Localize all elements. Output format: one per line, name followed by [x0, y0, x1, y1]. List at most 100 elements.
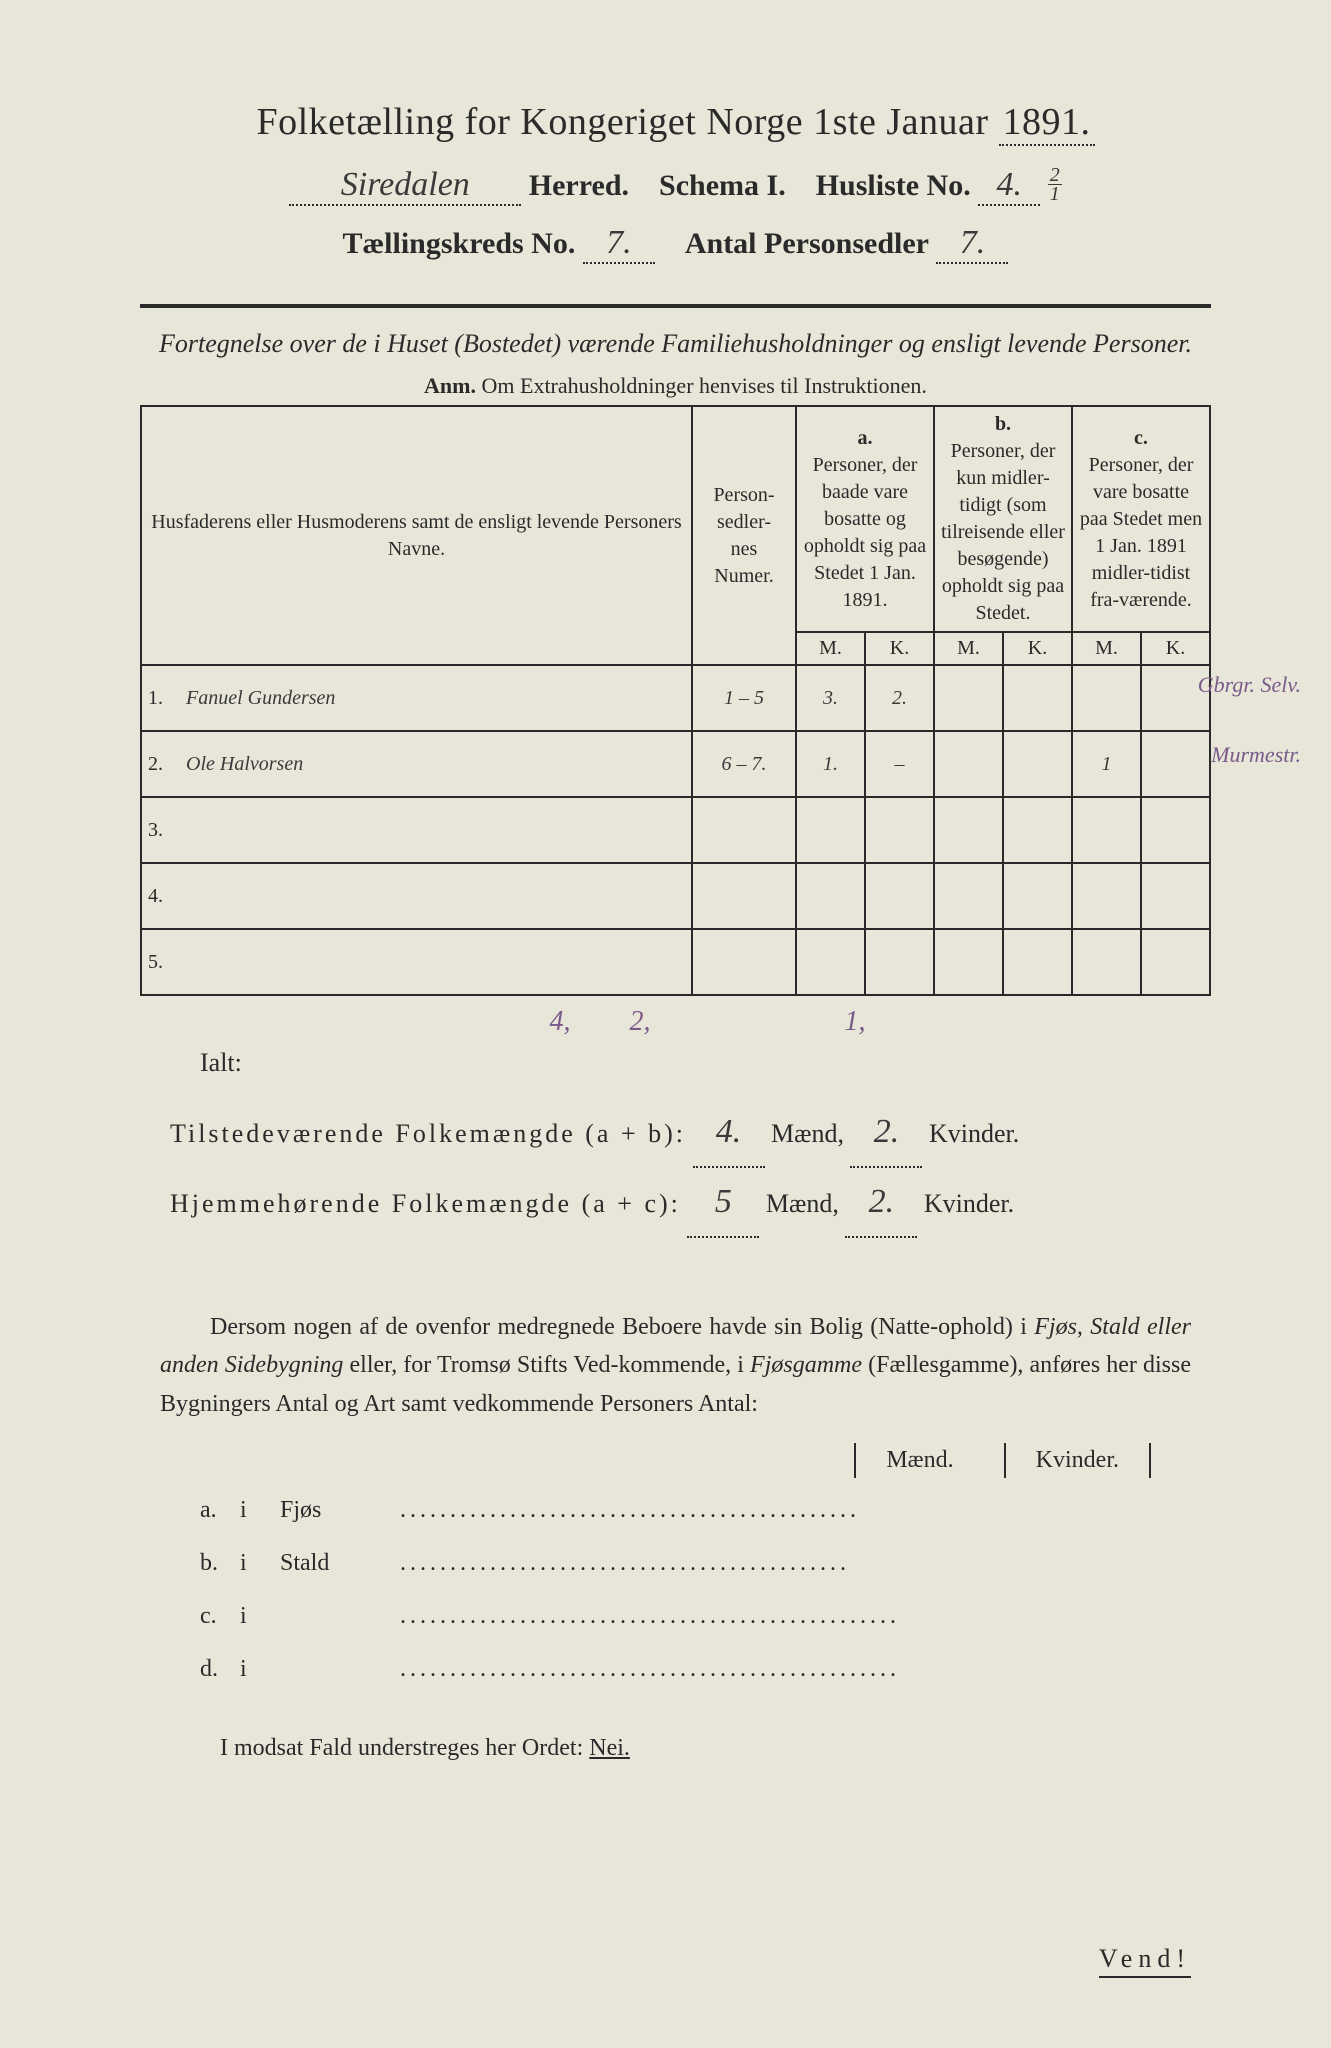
modsat-text: I modsat Fald understreges her Ordet: [220, 1735, 589, 1761]
row-a-k [865, 797, 934, 863]
row-b-k [1003, 863, 1072, 929]
row-number: 1. [141, 665, 180, 731]
fortegnelse-text: Fortegnelse over de i Huset (Bostedet) v… [140, 324, 1211, 363]
sidebyg-label: Stald [280, 1537, 400, 1590]
row-b-m [934, 731, 1003, 797]
sum2-maend: Mænd, [766, 1189, 839, 1218]
sidebyg-kvinder: Kvinder. [1004, 1443, 1151, 1478]
row-a-k [865, 929, 934, 995]
th-a-m: M. [796, 632, 865, 665]
main-title: Folketælling for Kongeriget Norge 1ste J… [140, 100, 1211, 146]
row-b-k [1003, 929, 1072, 995]
schema-label: Schema I. [659, 169, 786, 202]
table-row: 1.Fanuel Gundersen1 – 53.2. [141, 665, 1210, 731]
header-line-3: Tællingskreds No. 7. Antal Personsedler … [140, 224, 1211, 264]
total-bK [750, 1006, 820, 1038]
th-b-m: M. [934, 632, 1003, 665]
total-cK [890, 1006, 950, 1038]
row-b-k [1003, 797, 1072, 863]
sidebyg-list: a.iFjøs.................................… [200, 1484, 1211, 1695]
ialt-label: Ialt: [200, 1048, 1211, 1078]
th-a-k: K. [865, 632, 934, 665]
row-number: 4. [141, 863, 180, 929]
row-name [180, 797, 692, 863]
total-bM [680, 1006, 750, 1038]
row-a-k [865, 863, 934, 929]
sidebyg-row: d.i.....................................… [200, 1643, 1211, 1696]
sum1-m: 4. [693, 1098, 765, 1168]
th-name: Husfaderens eller Husmoderens samt de en… [141, 406, 692, 665]
summary-line-1: Tilstedeværende Folkemængde (a + b): 4. … [170, 1098, 1211, 1168]
vend-label: Vend! [1099, 1944, 1191, 1978]
sidebyg-i: i [240, 1643, 280, 1696]
antal-label: Antal Personsedler [685, 227, 929, 260]
totals-values: 4, 2, 1, [520, 1006, 1211, 1038]
row-c-m [1072, 863, 1141, 929]
row-b-m [934, 797, 1003, 863]
row-number: 3. [141, 797, 180, 863]
anm-label: Anm. [424, 373, 476, 398]
sidebyg-key: a. [200, 1484, 240, 1537]
header-line-2: Siredalen Herred. Schema I. Husliste No.… [140, 166, 1211, 206]
census-form-page: Folketælling for Kongeriget Norge 1ste J… [0, 0, 1331, 2048]
husliste-no: 4. [978, 166, 1040, 206]
col-a-letter: a. [803, 425, 927, 452]
row-b-m [934, 863, 1003, 929]
sidebyg-row: c.i.....................................… [200, 1590, 1211, 1643]
table-row: 4. [141, 863, 1210, 929]
total-cM: 1, [820, 1006, 890, 1038]
sum1-k: 2. [850, 1098, 922, 1168]
row-personsedler [692, 797, 796, 863]
row-a-m [796, 797, 865, 863]
row-a-m [796, 929, 865, 995]
row-name [180, 929, 692, 995]
summary-block: Tilstedeværende Folkemængde (a + b): 4. … [170, 1098, 1211, 1238]
sum2-m: 5 [687, 1168, 759, 1238]
margin-note-2: Murmestr. [1211, 742, 1301, 768]
dersom-t2: eller, for Tromsø Stifts Ved-kommende, i [350, 1352, 751, 1378]
row-c-m [1072, 665, 1141, 731]
row-personsedler: 6 – 7. [692, 731, 796, 797]
row-b-k [1003, 665, 1072, 731]
sidebyg-row: a.iFjøs.................................… [200, 1484, 1211, 1537]
anm-line: Anm. Om Extrahusholdninger henvises til … [140, 373, 1211, 399]
sidebyg-maend: Mænd. [854, 1443, 983, 1478]
row-number: 2. [141, 731, 180, 797]
dersom-em2: Fjøsgamme [750, 1352, 862, 1378]
husliste-fraction: 2 1 [1048, 166, 1062, 203]
row-personsedler [692, 863, 796, 929]
row-b-k [1003, 731, 1072, 797]
th-c: c. Personer, der vare bosatte paa Stedet… [1072, 406, 1210, 632]
col-c-letter: c. [1079, 425, 1203, 452]
row-personsedler [692, 929, 796, 995]
sidebyg-i: i [240, 1590, 280, 1643]
dersom-paragraph: Dersom nogen af de ovenfor medregnede Be… [160, 1308, 1191, 1423]
title-prefix: Folketælling for Kongeriget Norge 1ste J… [256, 101, 988, 143]
husliste-label: Husliste No. [816, 169, 971, 202]
row-c-k [1141, 797, 1210, 863]
col-c-text: Personer, der vare bosatte paa Stedet me… [1079, 452, 1203, 614]
row-name [180, 863, 692, 929]
kreds-no: 7. [583, 224, 655, 264]
row-a-m: 1. [796, 731, 865, 797]
row-c-m [1072, 797, 1141, 863]
row-c-k [1141, 863, 1210, 929]
kreds-label: Tællingskreds No. [343, 227, 576, 260]
table-row: 3. [141, 797, 1210, 863]
table-row: 2.Ole Halvorsen6 – 7.1.–1 [141, 731, 1210, 797]
antal-no: 7. [936, 224, 1008, 264]
sum2-label: Hjemmehørende Folkemængde (a + c): [170, 1189, 681, 1218]
row-b-m [934, 665, 1003, 731]
divider-1 [140, 304, 1211, 308]
herred-name: Siredalen [289, 166, 521, 206]
sum2-kvinder: Kvinder. [924, 1189, 1014, 1218]
th-a: a. Personer, der baade vare bosatte og o… [796, 406, 934, 632]
sidebyg-header: Mænd. Kvinder. [140, 1443, 1151, 1478]
th-b-k: K. [1003, 632, 1072, 665]
sidebyg-key: d. [200, 1643, 240, 1696]
sum2-k: 2. [845, 1168, 917, 1238]
total-aM: 4, [520, 1006, 600, 1038]
dersom-t1: Dersom nogen af de ovenfor medregnede Be… [210, 1314, 1034, 1340]
row-a-k: 2. [865, 665, 934, 731]
sidebyg-label: Fjøs [280, 1484, 400, 1537]
